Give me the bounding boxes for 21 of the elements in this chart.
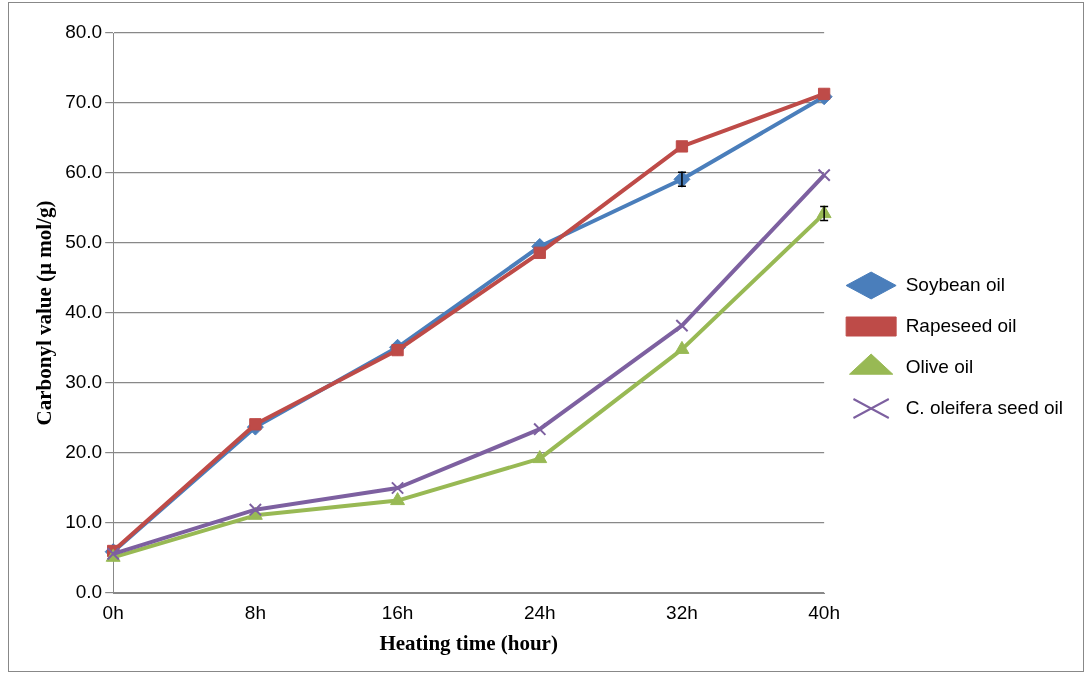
x-axis-title: Heating time (hour) xyxy=(379,630,558,655)
y-tick-label: 0.0 xyxy=(75,581,103,603)
x-tick-label: 32h xyxy=(666,601,698,623)
y-tick-label: 80.0 xyxy=(65,21,103,43)
x-tick-label: 40h xyxy=(808,601,840,623)
y-axis-title: Carbonyl value (μ mol/g) xyxy=(32,200,57,426)
x-tick-label: 16h xyxy=(381,601,414,623)
y-tick-label: 70.0 xyxy=(65,91,103,113)
y-tick-label: 20.0 xyxy=(65,441,103,463)
y-tick-label: 40.0 xyxy=(65,301,103,323)
legend-label: Olive oil xyxy=(905,355,974,377)
x-tick-label: 8h xyxy=(244,601,266,623)
x-tick-label: 24h xyxy=(523,601,556,623)
y-tick-label: 60.0 xyxy=(65,161,103,183)
y-tick-label: 10.0 xyxy=(65,511,103,533)
y-tick-label: 50.0 xyxy=(65,231,103,253)
legend-label: Rapeseed oil xyxy=(905,314,1017,336)
legend-label: Soybean oil xyxy=(905,273,1005,295)
legend-label: C. oleifera seed oil xyxy=(905,396,1064,418)
y-tick-label: 30.0 xyxy=(65,371,103,393)
x-tick-label: 0h xyxy=(102,601,124,623)
